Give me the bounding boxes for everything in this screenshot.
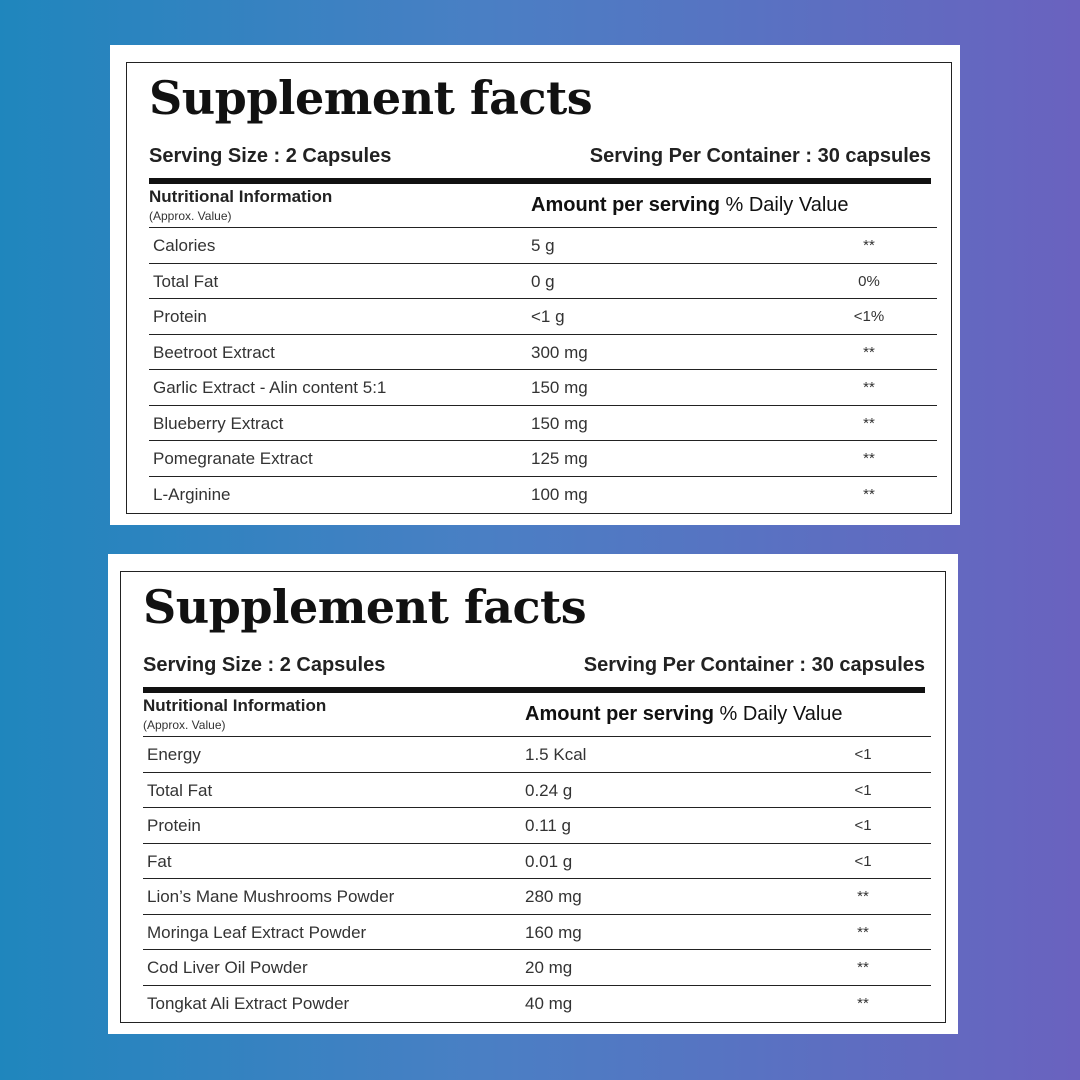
serving-per-container: Serving Per Container : 30 capsules xyxy=(583,654,925,676)
label-frame: Supplement facts Serving Size : 2 Capsul… xyxy=(126,62,952,514)
nutrient-table: Calories 5 g ** Total Fat 0 g 0% Protein <1 g… xyxy=(149,227,937,511)
nutrient-amount: 160 mg xyxy=(525,922,582,942)
nutrient-name: Moringa Leaf Extract Powder xyxy=(147,922,367,942)
nutrient-name: Blueberry Extract xyxy=(153,413,284,433)
nutrient-daily-value: ** xyxy=(857,994,869,1012)
nutrient-name: Fat xyxy=(147,851,172,871)
nutrient-daily-value: ** xyxy=(863,414,875,432)
label-title: Supplement facts xyxy=(143,580,587,634)
nutrient-amount: <1 g xyxy=(531,307,565,326)
nutrient-daily-value: ** xyxy=(863,237,875,254)
nutrient-daily-value: ** xyxy=(863,485,875,503)
nutrient-amount: 125 mg xyxy=(531,449,588,468)
supplement-facts-card-1: Supplement facts Serving Size : 2 Capsul… xyxy=(110,45,960,525)
nutrient-table: Energy 1.5 Kcal <1 Total Fat 0.24 g <1 Prote… xyxy=(143,736,931,1020)
nutrient-name: Total Fat xyxy=(153,271,219,291)
divider-rule xyxy=(143,687,925,693)
table-row: Garlic Extract - Alin content 5:1 150 mg *… xyxy=(149,370,937,406)
label-title: Supplement facts xyxy=(149,71,593,125)
nutrient-name: Cod Liver Oil Powder xyxy=(147,958,308,977)
table-row: Total Fat 0 g 0% xyxy=(149,264,937,299)
table-row: Protein 0.11 g <1 xyxy=(143,808,931,844)
nutrient-name: Energy xyxy=(147,745,201,764)
supplement-facts-card-2: Supplement facts Serving Size : 2 Capsul… xyxy=(108,554,958,1034)
nutrient-name: Tongkat Ali Extract Powder xyxy=(147,993,350,1013)
nutrient-amount: 0.24 g xyxy=(525,780,573,800)
divider-rule xyxy=(149,178,931,184)
amount-per-serving-heading: Amount per serving xyxy=(525,703,714,725)
nutrient-daily-value: 0% xyxy=(858,272,880,290)
table-row: Cod Liver Oil Powder 20 mg ** xyxy=(143,950,931,986)
nutrient-daily-value: ** xyxy=(863,379,875,396)
nutrient-daily-value: ** xyxy=(857,959,869,976)
table-row: Energy 1.5 Kcal <1 xyxy=(143,737,931,773)
nutrient-amount: 20 mg xyxy=(525,958,573,977)
nutrient-name: Total Fat xyxy=(147,780,213,800)
label-frame: Supplement facts Serving Size : 2 Capsul… xyxy=(120,571,946,1023)
nutrient-name: L-Arginine xyxy=(153,484,231,504)
nutrient-amount: 40 mg xyxy=(525,993,573,1013)
serving-size: Serving Size : 2 Capsules xyxy=(143,654,386,676)
serving-per-container: Serving Per Container : 30 capsules xyxy=(589,145,931,167)
nutrient-daily-value: <1 xyxy=(854,781,872,799)
table-row: Protein <1 g <1% xyxy=(149,299,937,335)
nutrient-name: Pomegranate Extract xyxy=(153,449,313,468)
nutrient-amount: 0.11 g xyxy=(525,816,572,835)
table-row: Calories 5 g ** xyxy=(149,228,937,264)
nutrient-amount: 0 g xyxy=(531,271,555,291)
nutrient-name: Lion’s Mane Mushrooms Powder xyxy=(147,887,395,906)
nutrient-daily-value: <1 xyxy=(854,817,872,834)
nutrient-amount: 150 mg xyxy=(531,378,588,397)
amount-per-serving-heading: Amount per serving xyxy=(531,194,720,216)
table-row: Tongkat Ali Extract Powder 40 mg ** xyxy=(143,986,931,1021)
nutrient-amount: 5 g xyxy=(531,236,555,255)
daily-value-heading: % Daily Value xyxy=(725,194,849,216)
nutrient-name: Protein xyxy=(147,816,201,835)
table-row: Blueberry Extract 150 mg ** xyxy=(149,406,937,441)
nutrient-name: Calories xyxy=(153,236,216,255)
nutrient-daily-value: <1 xyxy=(854,746,872,763)
nutrient-daily-value: ** xyxy=(863,343,875,361)
nutritional-information-heading: Nutritional Information xyxy=(149,187,333,206)
table-row: Beetroot Extract 300 mg ** xyxy=(149,335,937,370)
nutrient-daily-value: ** xyxy=(863,450,875,467)
nutrient-daily-value: ** xyxy=(857,888,869,905)
nutrient-name: Protein xyxy=(153,307,207,326)
daily-value-heading: % Daily Value xyxy=(719,703,843,725)
nutrient-amount: 100 mg xyxy=(531,484,588,504)
approx-value-note: (Approx. Value) xyxy=(149,209,232,223)
table-row: Fat 0.01 g <1 xyxy=(143,844,931,879)
table-row: L-Arginine 100 mg ** xyxy=(149,477,937,512)
table-row: Lion’s Mane Mushrooms Powder 280 mg ** xyxy=(143,879,931,915)
amount-header: Amount per serving % Daily Value xyxy=(525,703,843,726)
nutrient-amount: 280 mg xyxy=(525,887,582,906)
table-row: Moringa Leaf Extract Powder 160 mg ** xyxy=(143,915,931,950)
nutrient-name: Beetroot Extract xyxy=(153,342,275,362)
nutritional-information-heading: Nutritional Information xyxy=(143,696,327,715)
nutrient-amount: 300 mg xyxy=(531,342,588,362)
nutrient-daily-value: ** xyxy=(857,923,869,941)
nutrient-amount: 1.5 Kcal xyxy=(525,745,587,764)
serving-size: Serving Size : 2 Capsules xyxy=(149,145,392,167)
amount-header: Amount per serving % Daily Value xyxy=(531,194,849,217)
nutrient-name: Garlic Extract - Alin content 5:1 xyxy=(153,378,387,397)
nutrient-amount: 150 mg xyxy=(531,413,588,433)
nutrient-amount: 0.01 g xyxy=(525,851,573,871)
table-row: Pomegranate Extract 125 mg ** xyxy=(149,441,937,477)
table-row: Total Fat 0.24 g <1 xyxy=(143,773,931,808)
approx-value-note: (Approx. Value) xyxy=(143,718,226,732)
nutrient-daily-value: <1% xyxy=(853,308,885,325)
nutrient-daily-value: <1 xyxy=(854,852,872,870)
